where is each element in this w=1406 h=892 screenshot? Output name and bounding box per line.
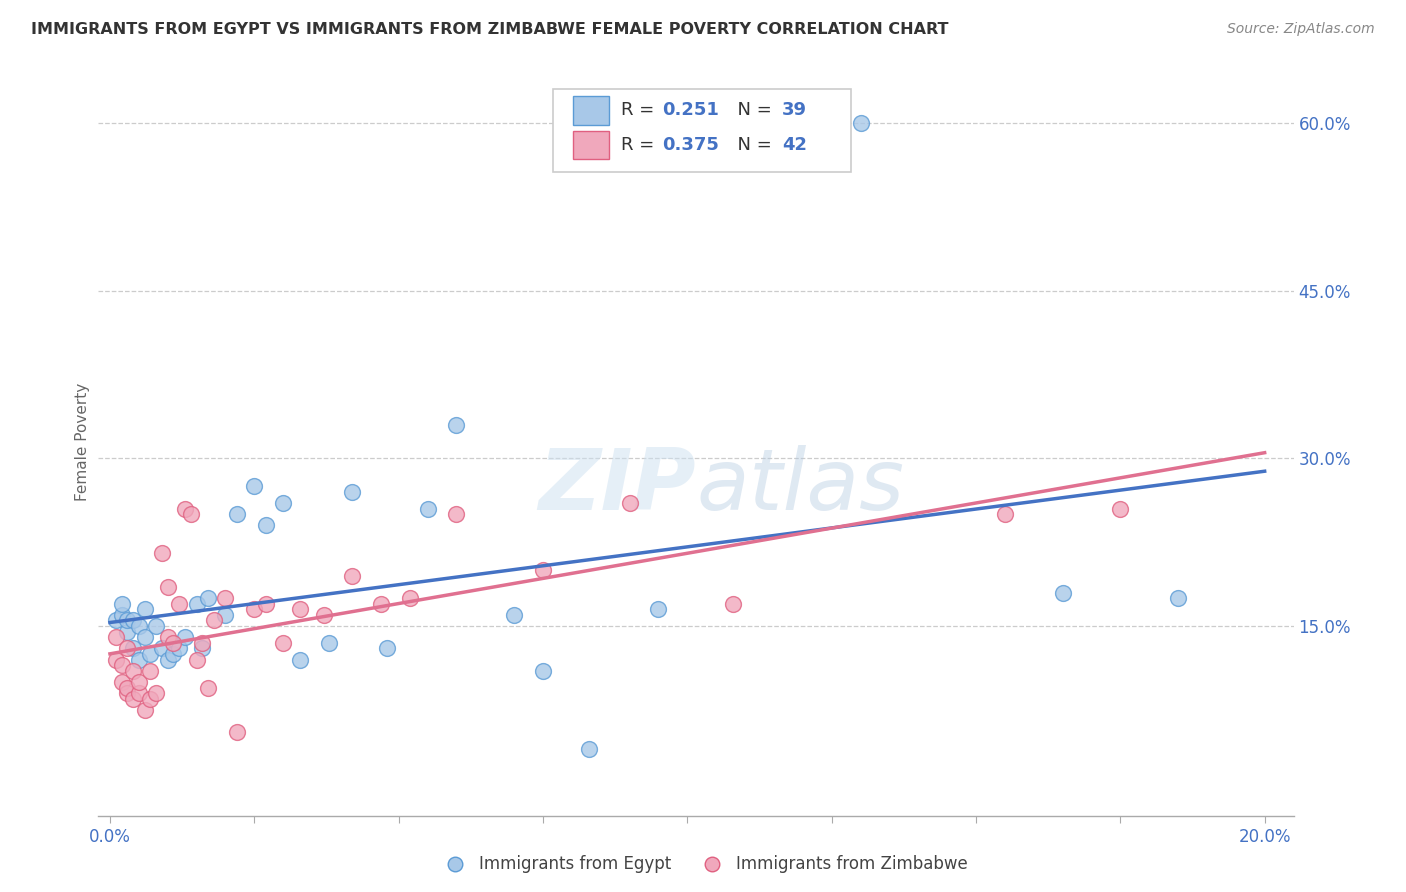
- Point: [139, 691, 162, 706]
- Text: 0.375: 0.375: [662, 136, 720, 153]
- Text: IMMIGRANTS FROM EGYPT VS IMMIGRANTS FROM ZIMBABWE FEMALE POVERTY CORRELATION CHA: IMMIGRANTS FROM EGYPT VS IMMIGRANTS FROM…: [31, 22, 949, 37]
- Point: [446, 417, 468, 432]
- Point: [214, 591, 236, 606]
- Point: [156, 630, 179, 644]
- Point: [186, 597, 208, 611]
- Point: [110, 607, 132, 622]
- Point: [145, 686, 167, 700]
- Point: [139, 647, 162, 661]
- Point: [128, 652, 150, 666]
- Point: [226, 725, 249, 739]
- Point: [156, 652, 179, 666]
- Point: [214, 607, 236, 622]
- Point: [243, 602, 266, 616]
- Point: [122, 641, 145, 656]
- Text: ZIP: ZIP: [538, 445, 696, 528]
- Point: [503, 607, 526, 622]
- Point: [122, 664, 145, 678]
- Point: [122, 614, 145, 628]
- Point: [128, 619, 150, 633]
- Text: 0.251: 0.251: [662, 102, 720, 120]
- Point: [167, 641, 190, 656]
- Point: [375, 641, 398, 656]
- Point: [399, 591, 422, 606]
- Legend: Immigrants from Egypt, Immigrants from Zimbabwe: Immigrants from Egypt, Immigrants from Z…: [432, 848, 974, 880]
- Point: [174, 501, 197, 516]
- Text: 39: 39: [782, 102, 807, 120]
- Point: [104, 630, 127, 644]
- Point: [619, 496, 641, 510]
- Point: [197, 681, 219, 695]
- Point: [145, 619, 167, 633]
- Point: [290, 602, 312, 616]
- Point: [134, 602, 156, 616]
- Text: N =: N =: [725, 136, 778, 153]
- Point: [150, 641, 173, 656]
- Point: [446, 507, 468, 521]
- FancyBboxPatch shape: [572, 96, 609, 125]
- Point: [162, 636, 184, 650]
- Text: R =: R =: [620, 136, 659, 153]
- Point: [110, 658, 132, 673]
- Point: [104, 614, 127, 628]
- Text: Source: ZipAtlas.com: Source: ZipAtlas.com: [1227, 22, 1375, 37]
- Point: [117, 641, 139, 656]
- Point: [1052, 585, 1074, 599]
- Point: [117, 624, 139, 639]
- Point: [167, 597, 190, 611]
- Point: [342, 484, 364, 499]
- Point: [226, 507, 249, 521]
- Point: [150, 546, 173, 560]
- Point: [849, 116, 872, 130]
- Point: [117, 686, 139, 700]
- Point: [110, 597, 132, 611]
- Point: [342, 568, 364, 582]
- Text: R =: R =: [620, 102, 659, 120]
- Point: [318, 636, 340, 650]
- Text: atlas: atlas: [696, 445, 904, 528]
- FancyBboxPatch shape: [572, 130, 609, 159]
- Point: [174, 630, 197, 644]
- Point: [139, 664, 162, 678]
- Text: 42: 42: [782, 136, 807, 153]
- FancyBboxPatch shape: [553, 89, 852, 172]
- Point: [191, 636, 214, 650]
- Point: [531, 563, 554, 577]
- Point: [162, 647, 184, 661]
- Point: [531, 664, 554, 678]
- Point: [723, 597, 745, 611]
- Point: [180, 507, 202, 521]
- Point: [647, 602, 669, 616]
- Point: [122, 691, 145, 706]
- Point: [104, 652, 127, 666]
- Point: [416, 501, 439, 516]
- Point: [290, 652, 312, 666]
- Point: [128, 686, 150, 700]
- Point: [243, 479, 266, 493]
- Y-axis label: Female Poverty: Female Poverty: [75, 383, 90, 500]
- Point: [128, 675, 150, 690]
- Point: [202, 614, 225, 628]
- Point: [994, 507, 1017, 521]
- Point: [254, 518, 277, 533]
- Point: [134, 703, 156, 717]
- Point: [191, 641, 214, 656]
- Point: [1109, 501, 1132, 516]
- Point: [271, 496, 294, 510]
- Point: [197, 591, 219, 606]
- Point: [312, 607, 335, 622]
- Point: [254, 597, 277, 611]
- Point: [156, 580, 179, 594]
- Point: [370, 597, 392, 611]
- Point: [271, 636, 294, 650]
- Text: N =: N =: [725, 102, 778, 120]
- Point: [110, 675, 132, 690]
- Point: [117, 681, 139, 695]
- Point: [134, 630, 156, 644]
- Point: [578, 742, 600, 756]
- Point: [186, 652, 208, 666]
- Point: [117, 614, 139, 628]
- Point: [1167, 591, 1189, 606]
